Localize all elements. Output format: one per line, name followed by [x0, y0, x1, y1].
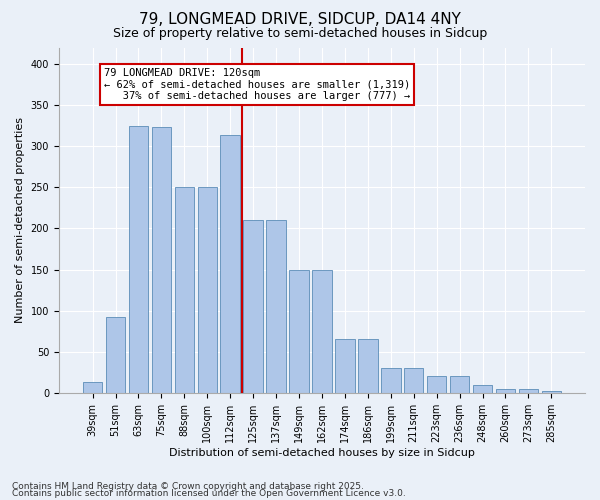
X-axis label: Distribution of semi-detached houses by size in Sidcup: Distribution of semi-detached houses by … — [169, 448, 475, 458]
Bar — [496, 388, 515, 393]
Bar — [358, 340, 377, 393]
Bar — [312, 270, 332, 393]
Bar — [473, 386, 492, 393]
Y-axis label: Number of semi-detached properties: Number of semi-detached properties — [15, 117, 25, 323]
Bar — [450, 376, 469, 393]
Bar — [289, 270, 309, 393]
Bar — [106, 317, 125, 393]
Text: Size of property relative to semi-detached houses in Sidcup: Size of property relative to semi-detach… — [113, 28, 487, 40]
Bar — [381, 368, 401, 393]
Bar — [404, 368, 424, 393]
Text: Contains HM Land Registry data © Crown copyright and database right 2025.: Contains HM Land Registry data © Crown c… — [12, 482, 364, 491]
Bar — [175, 188, 194, 393]
Text: Contains public sector information licensed under the Open Government Licence v3: Contains public sector information licen… — [12, 490, 406, 498]
Bar — [335, 340, 355, 393]
Bar — [128, 126, 148, 393]
Bar — [83, 382, 103, 393]
Bar — [152, 128, 171, 393]
Bar — [266, 220, 286, 393]
Text: 79, LONGMEAD DRIVE, SIDCUP, DA14 4NY: 79, LONGMEAD DRIVE, SIDCUP, DA14 4NY — [139, 12, 461, 28]
Bar — [518, 388, 538, 393]
Text: 79 LONGMEAD DRIVE: 120sqm
← 62% of semi-detached houses are smaller (1,319)
   3: 79 LONGMEAD DRIVE: 120sqm ← 62% of semi-… — [104, 68, 410, 102]
Bar — [197, 188, 217, 393]
Bar — [244, 220, 263, 393]
Bar — [427, 376, 446, 393]
Bar — [542, 391, 561, 393]
Bar — [220, 136, 240, 393]
